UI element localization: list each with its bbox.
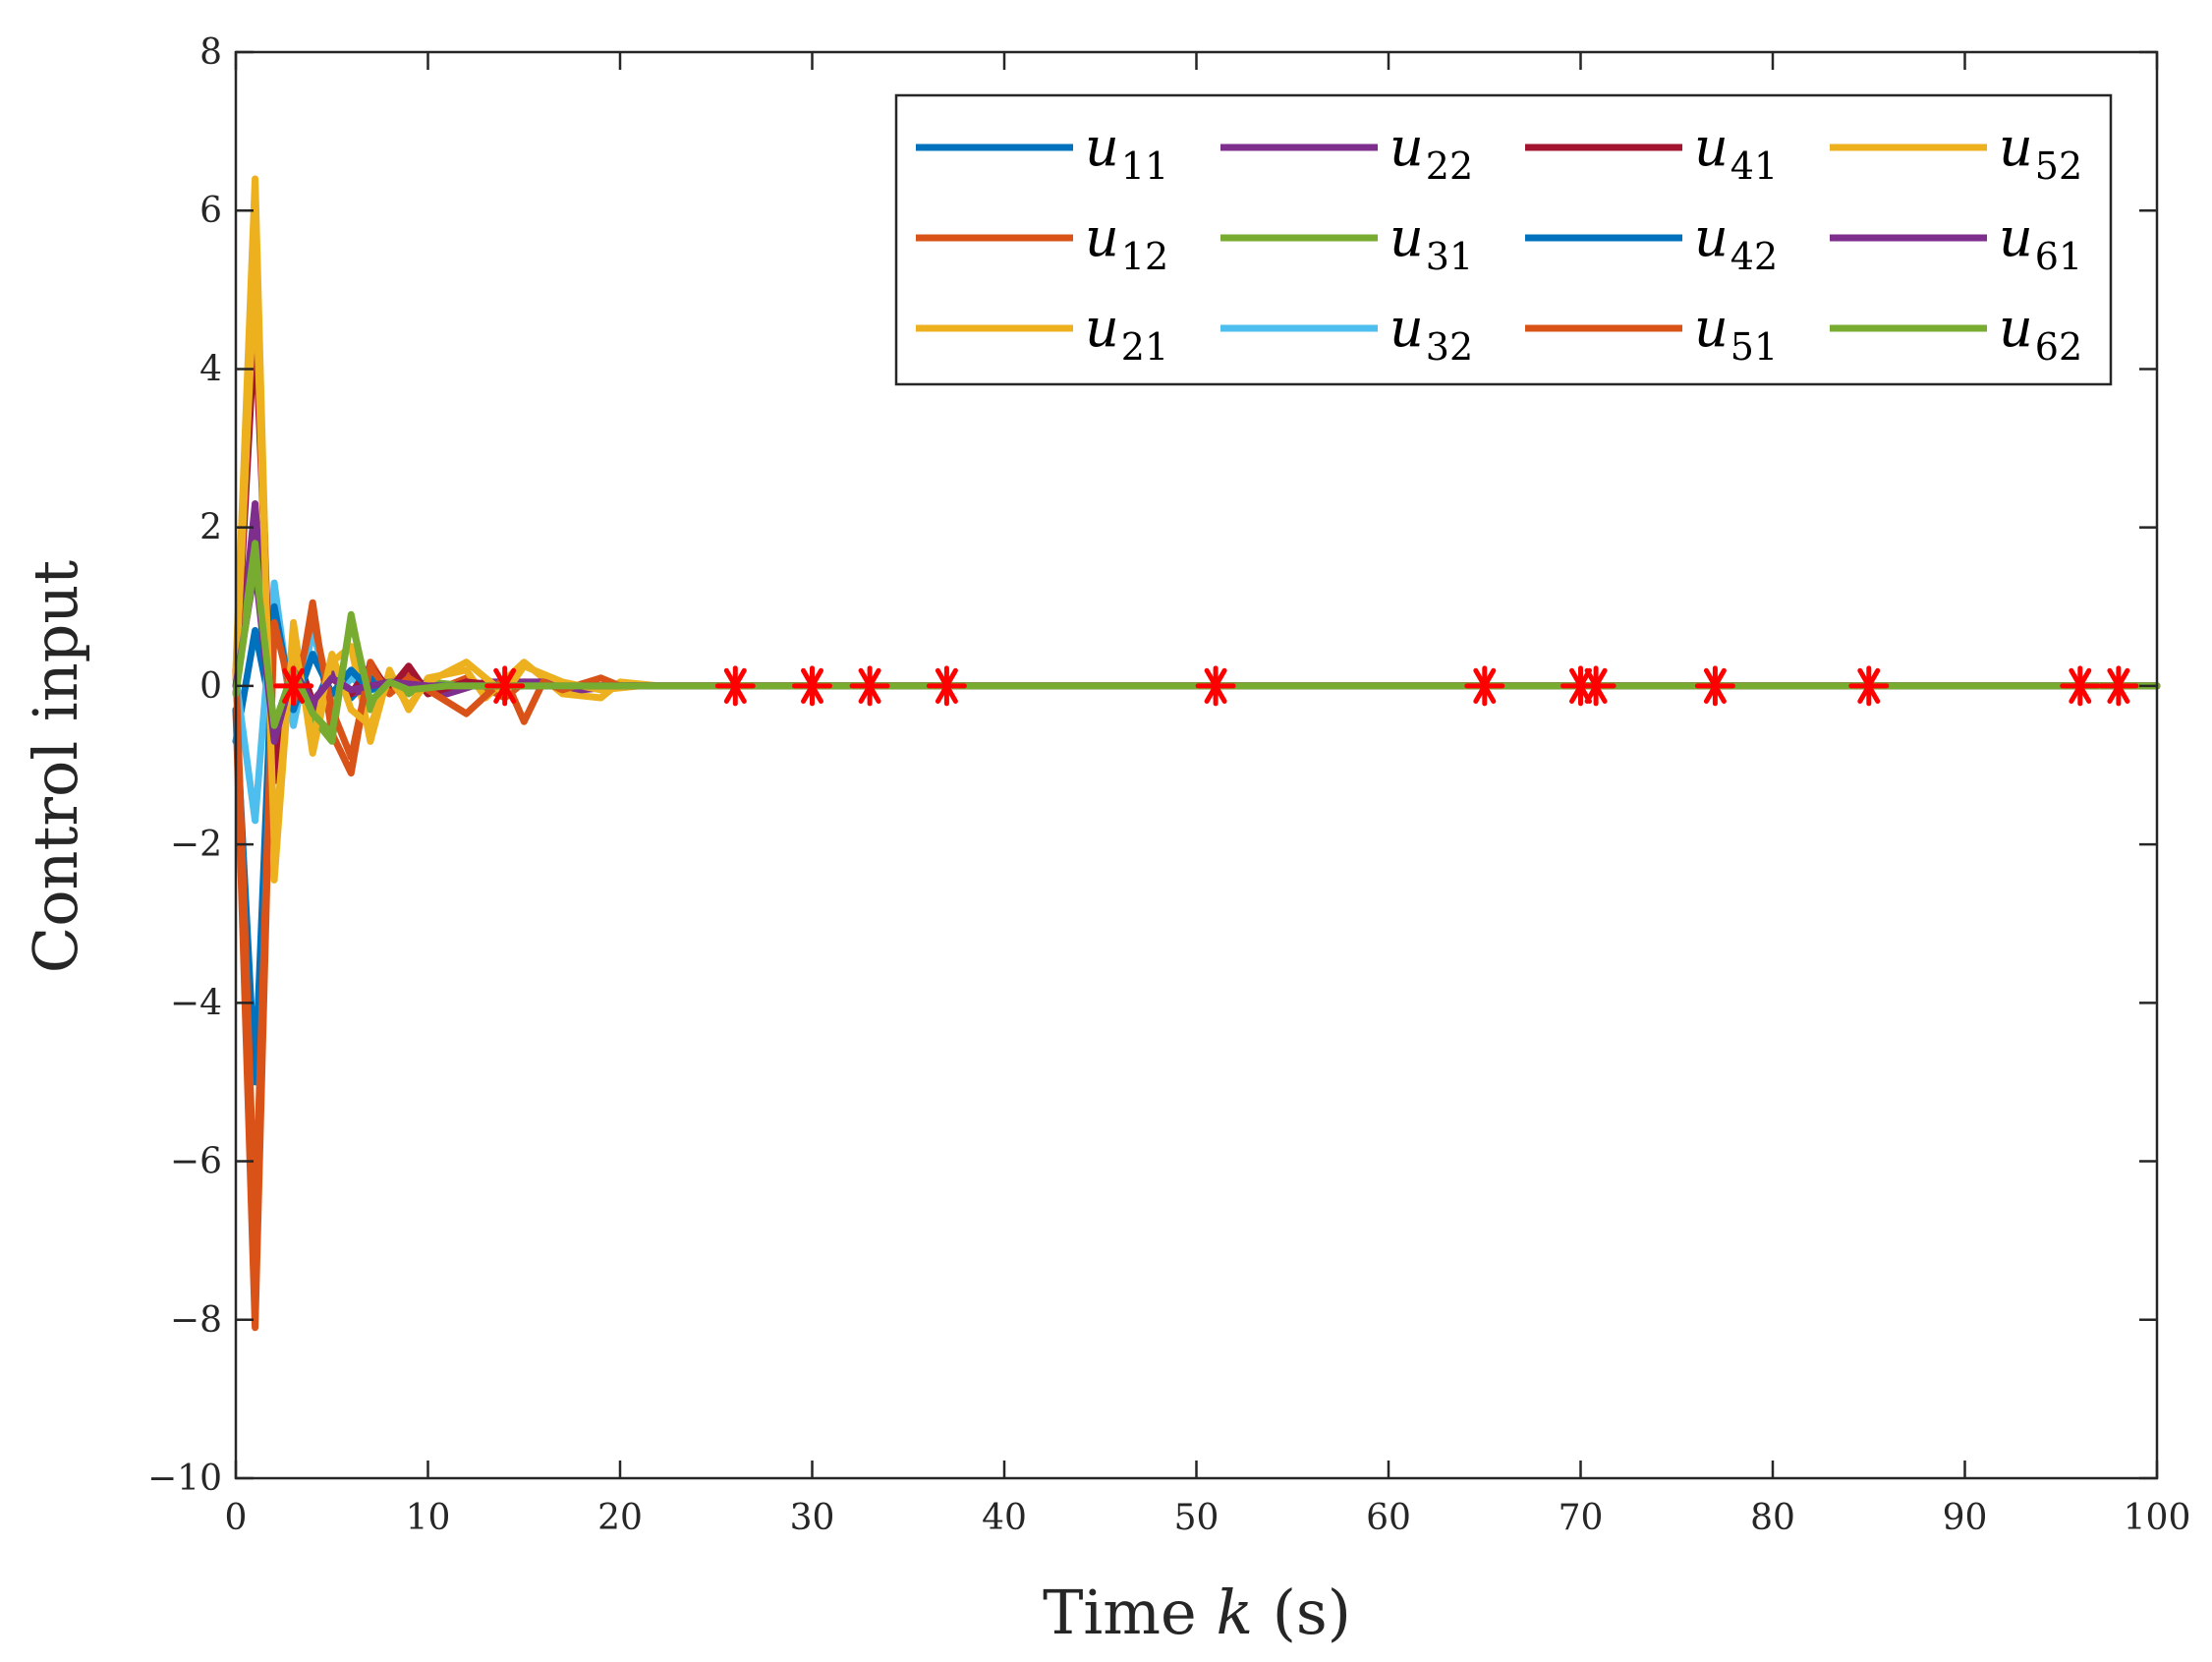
event-marker [1694,665,1735,707]
x-axis-label: Time k (s) [1043,1576,1351,1648]
x-tick-label: 10 [406,1498,451,1538]
y-tick-label: 2 [199,508,222,548]
x-tick-label: 40 [982,1498,1027,1538]
event-marker [926,665,967,707]
event-marker [792,665,832,707]
event-marker [2060,665,2101,707]
legend-entry-u52: u52 [1830,116,2082,188]
legend-entry-u42: u42 [1525,206,1778,278]
x-tick-label: 0 [225,1498,248,1538]
legend-label: u12 [1085,206,1168,278]
legend-entry-u61: u61 [1830,206,2082,278]
ticks: 0 10 20 30 40 50 60 70 80 90 100 −10 −8 −6 −4 −2 0 2 4 6 8 [147,32,2190,1538]
legend-entry-u41: u41 [1525,116,1778,188]
legend: u11 u12 u21 u22 u31 u32 u41 u42 u51 u52 u61 u62 [894,93,2113,386]
y-axis-label: Control input [20,560,91,973]
x-tick-label: 20 [597,1498,643,1538]
event-marker [1848,665,1890,707]
legend-label: u61 [1999,206,2082,278]
x-tick-label: 80 [1750,1498,1795,1538]
x-tick-label: 60 [1366,1498,1411,1538]
y-tick-label: 6 [199,191,222,231]
legend-entry-u21: u21 [916,297,1168,369]
y-tick-label: 4 [199,349,222,389]
legend-entry-u51: u51 [1525,297,1778,369]
event-marker-layer [273,665,2139,707]
legend-entry-u32: u32 [1220,297,1473,369]
series-line-u62 [232,555,2161,737]
legend-entry-u31: u31 [1220,206,1473,278]
y-tick-label: −8 [170,1300,222,1341]
legend-label: u41 [1694,116,1778,188]
event-marker [1195,665,1236,707]
y-tick-label: 0 [199,666,222,707]
legend-label: u62 [1999,297,2082,369]
y-tick-label: −2 [170,825,222,865]
legend-entry-u62: u62 [1830,297,2082,369]
series-layer [232,175,2161,1332]
y-tick-label: −6 [170,1142,222,1182]
event-marker [1464,665,1505,707]
legend-label: u22 [1390,116,1473,188]
x-tick-label: 30 [790,1498,835,1538]
legend-box [894,93,2113,386]
event-marker [2098,665,2139,707]
series-line-u21 [232,175,2161,884]
legend-label: u51 [1694,297,1778,369]
y-tick-label: 8 [199,32,222,73]
legend-entry-u11: u11 [916,116,1168,188]
legend-entry-u22: u22 [1220,116,1473,188]
x-tick-label: 50 [1174,1498,1219,1538]
legend-label: u52 [1999,116,2082,188]
event-marker [849,665,890,707]
event-marker [484,665,526,707]
x-tick-label: 100 [2124,1498,2191,1538]
x-tick-label: 90 [1943,1498,1988,1538]
event-marker [273,665,314,707]
event-marker [1575,665,1616,707]
legend-label: u42 [1694,206,1778,278]
legend-label: u31 [1390,206,1473,278]
legend-label: u32 [1390,297,1473,369]
y-tick-label: −10 [147,1459,222,1499]
y-tick-label: −4 [170,983,222,1023]
legend-entry-u12: u12 [916,206,1168,278]
legend-label: u11 [1085,116,1168,188]
event-marker [714,665,756,707]
x-tick-label: 70 [1559,1498,1604,1538]
legend-label: u21 [1085,297,1168,369]
